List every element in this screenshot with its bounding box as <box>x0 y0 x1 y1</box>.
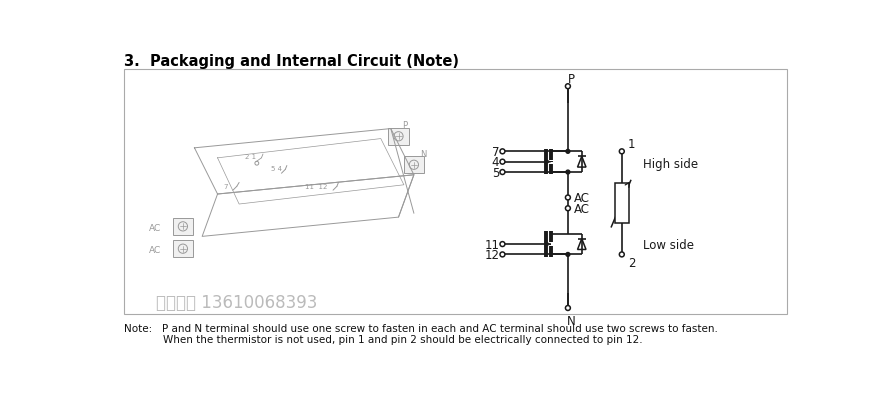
Circle shape <box>566 171 570 175</box>
Text: 11  12: 11 12 <box>306 183 328 189</box>
Bar <box>404 157 424 174</box>
Circle shape <box>566 206 570 211</box>
Text: High side: High side <box>643 158 699 171</box>
Bar <box>615 183 629 223</box>
Text: 3.  Packaging and Internal Circuit (Note): 3. Packaging and Internal Circuit (Note) <box>125 53 460 68</box>
Text: 5 4: 5 4 <box>272 166 282 171</box>
Text: P: P <box>403 121 407 130</box>
Text: When the thermistor is not used, pin 1 and pin 2 should be electrically connecte: When the thermistor is not used, pin 1 a… <box>125 335 643 344</box>
Circle shape <box>566 306 570 311</box>
Circle shape <box>500 160 505 165</box>
Circle shape <box>500 252 505 257</box>
Circle shape <box>500 242 505 247</box>
Text: 4: 4 <box>492 156 499 169</box>
Text: P: P <box>568 72 575 85</box>
Circle shape <box>566 196 570 200</box>
Polygon shape <box>577 239 586 250</box>
Text: 东芸总代 13610068393: 东芸总代 13610068393 <box>156 293 317 311</box>
Circle shape <box>566 85 570 90</box>
Text: 1: 1 <box>628 137 635 150</box>
Bar <box>173 218 193 235</box>
Text: AC: AC <box>574 202 590 215</box>
Bar <box>173 241 193 258</box>
Text: Note:   P and N terminal should use one screw to fasten in each and AC terminal : Note: P and N terminal should use one sc… <box>125 324 718 334</box>
Circle shape <box>500 149 505 154</box>
Text: N: N <box>420 149 427 158</box>
Polygon shape <box>577 157 586 168</box>
Circle shape <box>500 170 505 175</box>
Text: AC: AC <box>574 192 590 205</box>
Text: 7: 7 <box>492 145 499 158</box>
Circle shape <box>566 253 570 257</box>
Text: N: N <box>567 314 576 327</box>
Circle shape <box>619 252 625 257</box>
Text: 12: 12 <box>485 248 499 261</box>
Text: 2 1: 2 1 <box>245 154 257 160</box>
Bar <box>125 70 787 314</box>
Text: 5: 5 <box>492 166 499 179</box>
Bar <box>388 128 408 145</box>
Text: AC: AC <box>149 245 161 254</box>
Text: 7: 7 <box>223 183 227 189</box>
Text: 2: 2 <box>628 256 635 269</box>
Circle shape <box>566 150 570 154</box>
Circle shape <box>619 149 625 154</box>
Text: 11: 11 <box>485 238 499 251</box>
Text: AC: AC <box>149 223 161 232</box>
Text: Low side: Low side <box>643 239 694 252</box>
